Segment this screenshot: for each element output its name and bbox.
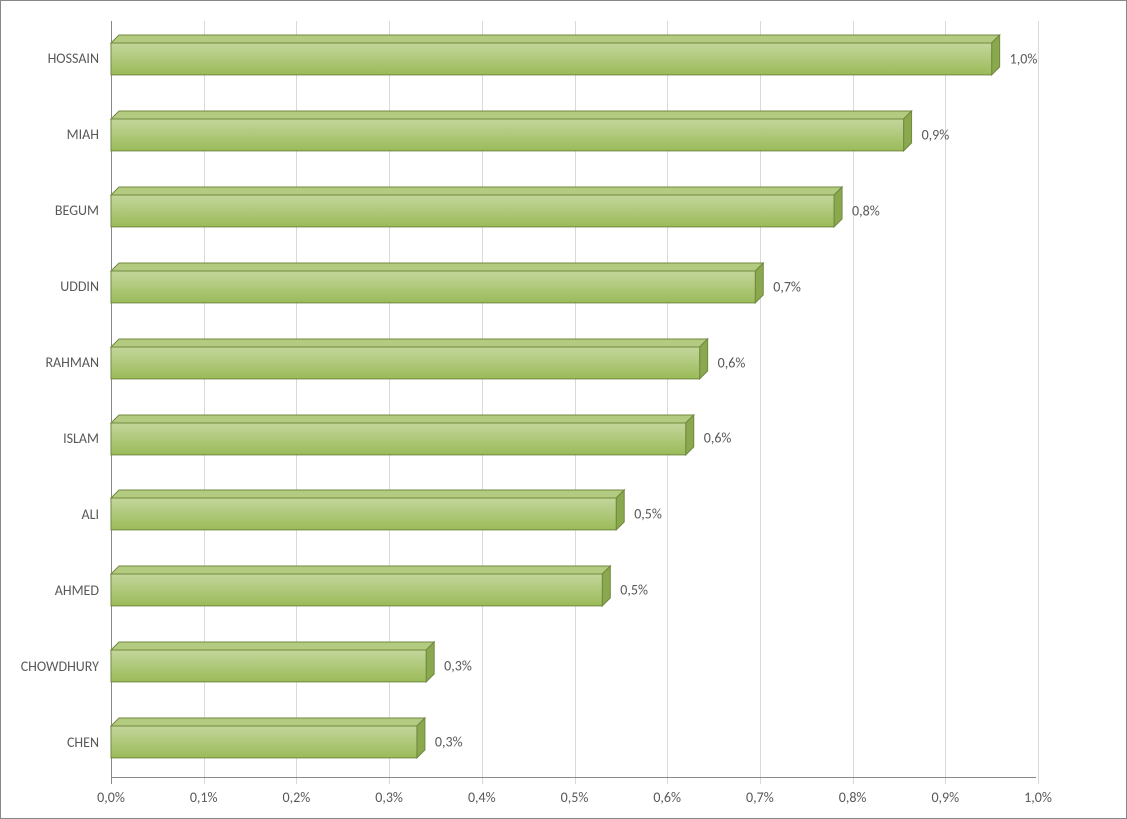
x-tick-label: 0,4%	[468, 789, 496, 806]
bar-row: ALI0,5%	[111, 498, 1036, 530]
bar-value-label: 0,3%	[435, 734, 463, 751]
x-tick-label: 0,2%	[283, 789, 311, 806]
bar-shape	[111, 111, 914, 151]
bar-shape	[111, 490, 626, 530]
y-category-label: AHMED	[55, 582, 99, 599]
bar-value-label: 0,6%	[718, 354, 746, 371]
bar-value-label: 0,9%	[922, 126, 950, 143]
bar-row: AHMED0,5%	[111, 574, 1036, 606]
x-tick-label: 0,0%	[97, 789, 125, 806]
x-tick-label: 0,9%	[931, 789, 959, 806]
bar: 0,7%	[111, 271, 755, 303]
bar: 0,6%	[111, 347, 700, 379]
x-tick-label: 0,6%	[653, 789, 681, 806]
bar-value-label: 0,3%	[444, 658, 472, 675]
bar: 0,3%	[111, 726, 417, 758]
y-category-label: CHEN	[67, 734, 99, 751]
x-axis-line	[111, 777, 1036, 778]
bar-shape	[111, 263, 765, 303]
y-category-label: HOSSAIN	[48, 50, 99, 67]
bar-shape	[111, 415, 696, 455]
bar-row: MIAH0,9%	[111, 119, 1036, 151]
bar: 0,8%	[111, 195, 834, 227]
bar-row: UDDIN0,7%	[111, 271, 1036, 303]
bar: 0,3%	[111, 650, 426, 682]
bar-shape	[111, 642, 436, 682]
y-category-label: UDDIN	[60, 278, 99, 295]
chart-frame: 0,0% 0,1% 0,2% 0,3% 0,4% 0,5% 0,6% 0,7% 0,8% 0,9%…	[0, 0, 1127, 819]
bar-shape	[111, 339, 710, 379]
bar-value-label: 0,7%	[773, 278, 801, 295]
bar-shape	[111, 566, 612, 606]
x-tick-label: 0,3%	[375, 789, 403, 806]
x-tick-label: 0,1%	[190, 789, 218, 806]
x-tick-label: 1,0%	[1024, 789, 1052, 806]
x-tick-label: 0,7%	[746, 789, 774, 806]
y-category-label: RAHMAN	[45, 354, 99, 371]
bar-shape	[111, 718, 427, 758]
bar: 1,0%	[111, 43, 992, 75]
bar-row: BEGUM0,8%	[111, 195, 1036, 227]
x-tick-label: 0,5%	[561, 789, 589, 806]
bar: 0,5%	[111, 498, 616, 530]
x-tick-label: 0,8%	[839, 789, 867, 806]
y-category-label: ALI	[81, 506, 99, 523]
bar-shape	[111, 187, 844, 227]
bar-row: CHOWDHURY0,3%	[111, 650, 1036, 682]
bar: 0,5%	[111, 574, 602, 606]
bar-value-label: 0,6%	[704, 430, 732, 447]
bar-row: ISLAM0,6%	[111, 423, 1036, 455]
y-category-label: MIAH	[67, 126, 99, 143]
bar: 0,9%	[111, 119, 904, 151]
y-category-label: BEGUM	[55, 202, 99, 219]
bar-value-label: 0,5%	[620, 582, 648, 599]
gridline	[1038, 21, 1039, 784]
bar-value-label: 0,8%	[852, 202, 880, 219]
y-category-label: ISLAM	[63, 430, 99, 447]
bar-value-label: 0,5%	[634, 506, 662, 523]
bar-value-label: 1,0%	[1010, 50, 1038, 67]
plot-area: 0,0%0,1%0,2%0,3%0,4%0,5%0,6%0,7%0,8%0,9%…	[111, 21, 1036, 778]
bar-row: RAHMAN0,6%	[111, 347, 1036, 379]
bar: 0,6%	[111, 423, 686, 455]
bar-shape	[111, 35, 1002, 75]
bar-row: HOSSAIN1,0%	[111, 43, 1036, 75]
bar-row: CHEN0,3%	[111, 726, 1036, 758]
y-category-label: CHOWDHURY	[21, 658, 99, 675]
